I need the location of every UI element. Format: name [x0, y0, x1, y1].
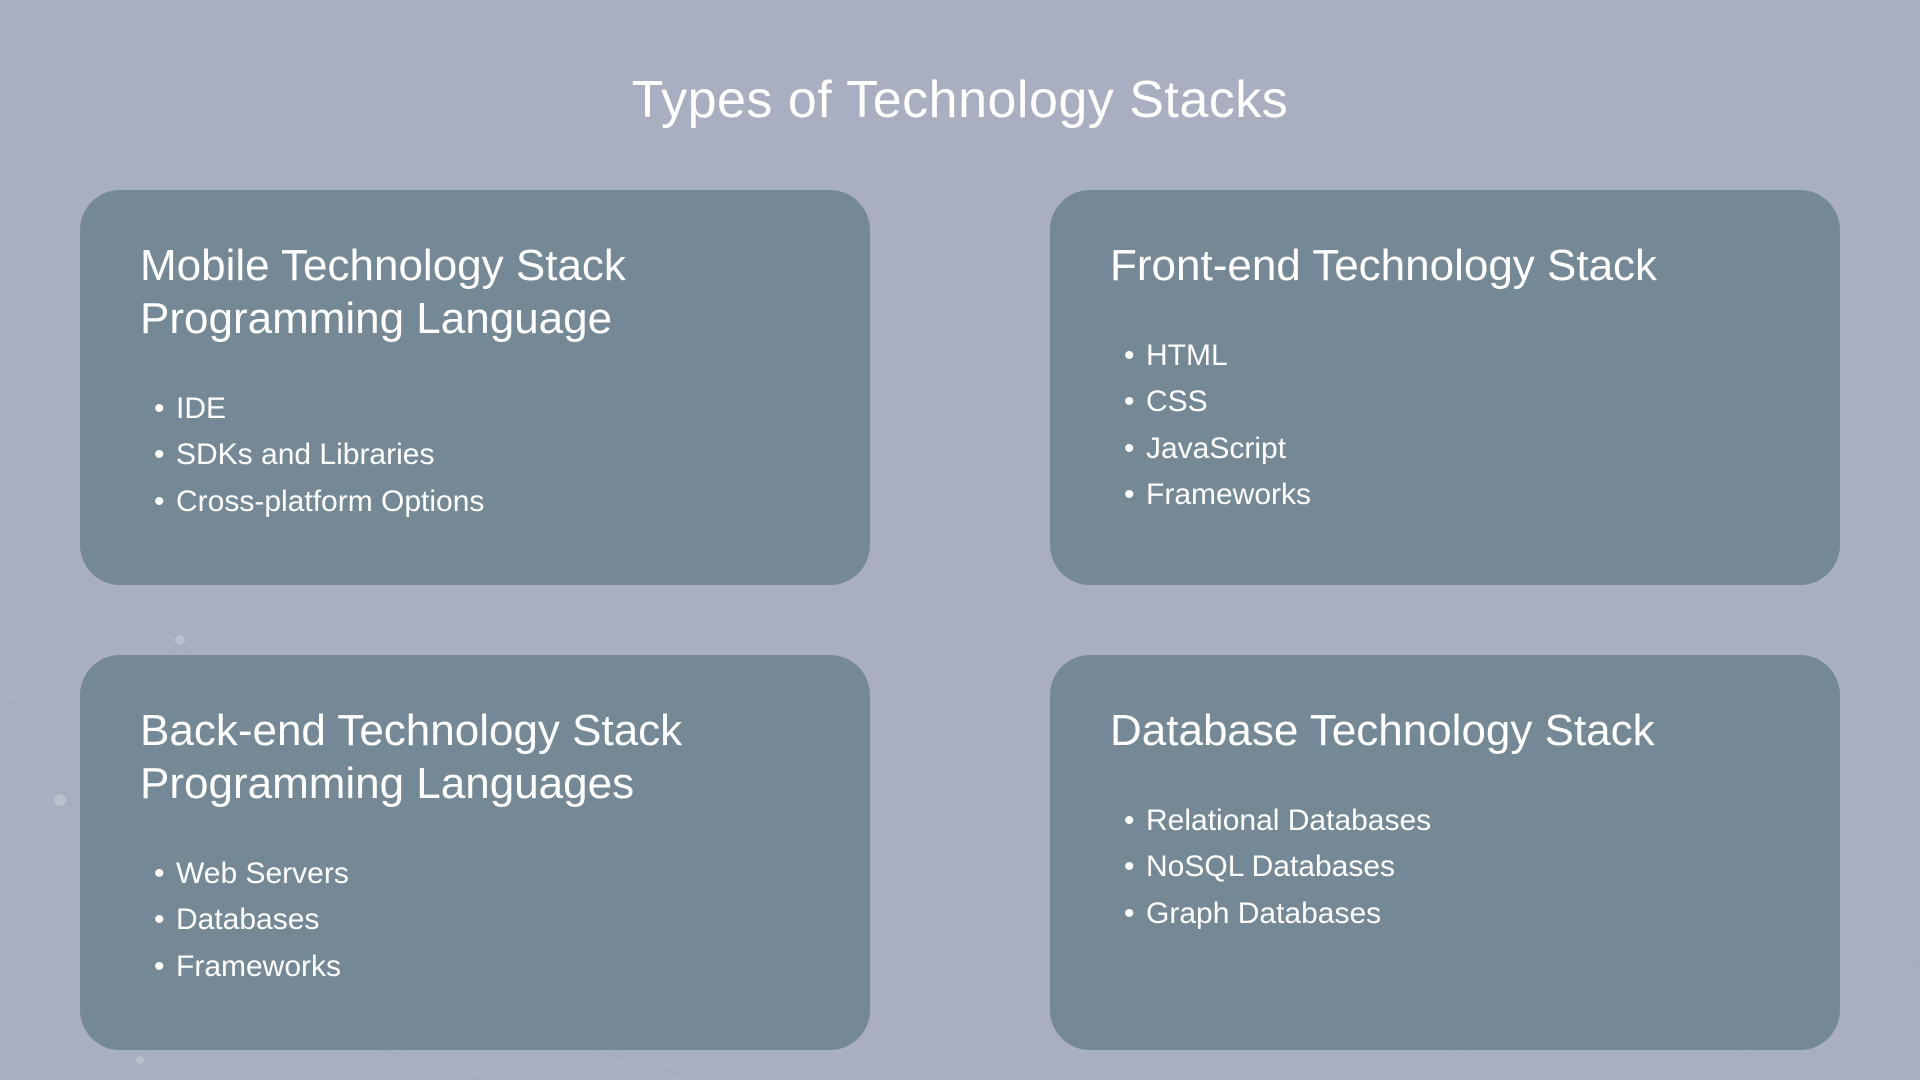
- slide-title: Types of Technology Stacks: [632, 70, 1289, 130]
- card-database-stack: Database Technology Stack Relational Dat…: [1050, 655, 1840, 1050]
- list-item: IDE: [154, 386, 810, 433]
- list-item: NoSQL Databases: [1124, 844, 1780, 891]
- card-title: Front-end Technology Stack: [1110, 240, 1780, 293]
- list-item: Cross-platform Options: [154, 479, 810, 526]
- card-mobile-stack: Mobile Technology Stack Programming Lang…: [80, 190, 870, 585]
- list-item: HTML: [1124, 333, 1780, 380]
- list-item: Relational Databases: [1124, 798, 1780, 845]
- card-list: Web Servers Databases Frameworks: [140, 851, 810, 991]
- card-backend-stack: Back-end Technology Stack Programming La…: [80, 655, 870, 1050]
- list-item: JavaScript: [1124, 426, 1780, 473]
- slide-content: Types of Technology Stacks Mobile Techno…: [0, 0, 1920, 1080]
- card-list: Relational Databases NoSQL Databases Gra…: [1110, 798, 1780, 938]
- card-list: HTML CSS JavaScript Frameworks: [1110, 333, 1780, 519]
- card-list: IDE SDKs and Libraries Cross-platform Op…: [140, 386, 810, 526]
- list-item: Frameworks: [1124, 472, 1780, 519]
- card-grid: Mobile Technology Stack Programming Lang…: [80, 190, 1840, 1050]
- list-item: CSS: [1124, 379, 1780, 426]
- list-item: Web Servers: [154, 851, 810, 898]
- card-title: Database Technology Stack: [1110, 705, 1780, 758]
- list-item: SDKs and Libraries: [154, 432, 810, 479]
- card-title: Mobile Technology Stack Programming Lang…: [140, 240, 810, 346]
- list-item: Databases: [154, 897, 810, 944]
- list-item: Graph Databases: [1124, 891, 1780, 938]
- card-frontend-stack: Front-end Technology Stack HTML CSS Java…: [1050, 190, 1840, 585]
- list-item: Frameworks: [154, 944, 810, 991]
- card-title: Back-end Technology Stack Programming La…: [140, 705, 810, 811]
